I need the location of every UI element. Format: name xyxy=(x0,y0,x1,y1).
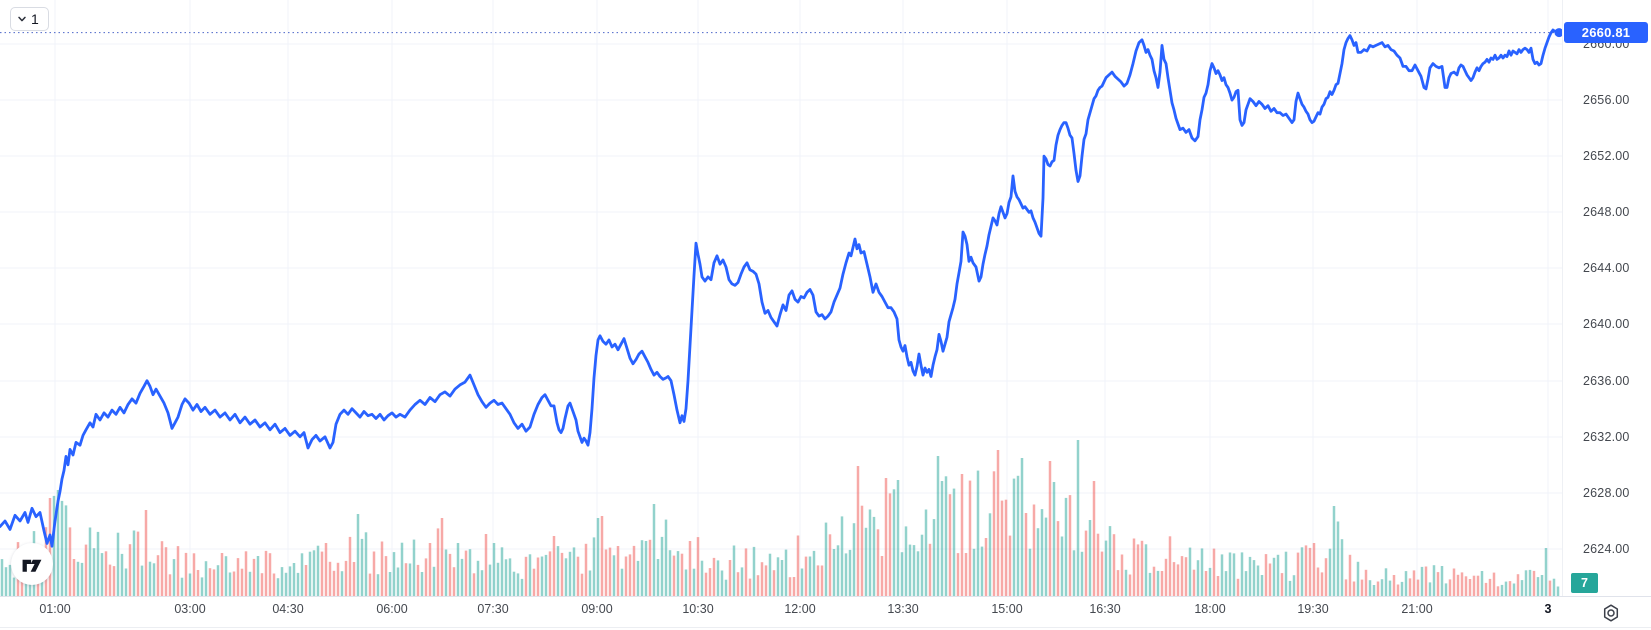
price-tick-label: 2636.00 xyxy=(1583,374,1630,388)
bottom-edge-line xyxy=(0,627,1651,628)
time-tick-label: 09:00 xyxy=(581,602,613,616)
price-tick-label: 2632.00 xyxy=(1583,430,1630,444)
time-tick-label-day: 3 xyxy=(1544,602,1552,616)
price-line-series xyxy=(0,28,1561,548)
time-tick-label: 12:00 xyxy=(784,602,816,616)
gridlines xyxy=(0,0,1562,596)
volume-value: 7 xyxy=(1581,576,1588,590)
price-axis[interactable]: 2660.00 2656.00 2652.00 2648.00 2644.00 2640.… xyxy=(1563,0,1651,596)
price-axis-separator xyxy=(1562,0,1563,596)
price-tick-label: 2628.00 xyxy=(1583,486,1630,500)
time-tick-label: 13:30 xyxy=(887,602,919,616)
price-tick-label: 2624.00 xyxy=(1583,542,1630,556)
time-tick-label: 07:30 xyxy=(477,602,509,616)
time-tick-label: 21:00 xyxy=(1401,602,1433,616)
settings-gear-icon[interactable] xyxy=(1600,602,1622,624)
time-tick-label: 10:30 xyxy=(682,602,714,616)
price-tick-label: 2648.00 xyxy=(1583,205,1630,219)
tradingview-logo-icon[interactable] xyxy=(11,543,53,585)
time-tick-label: 19:30 xyxy=(1297,602,1329,616)
tv-glyph xyxy=(22,559,42,572)
last-price-marker xyxy=(1554,28,1562,38)
price-tick-label: 2652.00 xyxy=(1583,149,1630,163)
price-tick-label: 2656.00 xyxy=(1583,93,1630,107)
time-tick-label: 06:00 xyxy=(376,602,408,616)
time-tick-label: 03:00 xyxy=(174,602,206,616)
time-tick-label: 04:30 xyxy=(272,602,304,616)
volume-bars xyxy=(0,440,1560,596)
chevron-down-icon xyxy=(18,16,26,22)
time-tick-label: 16:30 xyxy=(1089,602,1121,616)
price-tick-label: 2644.00 xyxy=(1583,261,1630,275)
time-axis-separator xyxy=(0,596,1651,597)
last-price-label: 2660.81 xyxy=(1564,22,1648,44)
last-price-value: 2660.81 xyxy=(1581,25,1631,41)
interval-button[interactable]: 1 xyxy=(10,7,49,31)
time-tick-label: 15:00 xyxy=(991,602,1023,616)
time-tick-label: 01:00 xyxy=(39,602,71,616)
price-chart-canvas[interactable] xyxy=(0,0,1562,596)
time-axis[interactable]: 01:00 03:00 04:30 06:00 07:30 09:00 10:30 12:00… xyxy=(0,597,1562,627)
volume-value-badge: 7 xyxy=(1571,573,1598,593)
interval-label: 1 xyxy=(31,11,39,27)
price-tick-label: 2640.00 xyxy=(1583,317,1630,331)
time-tick-label: 18:00 xyxy=(1194,602,1226,616)
